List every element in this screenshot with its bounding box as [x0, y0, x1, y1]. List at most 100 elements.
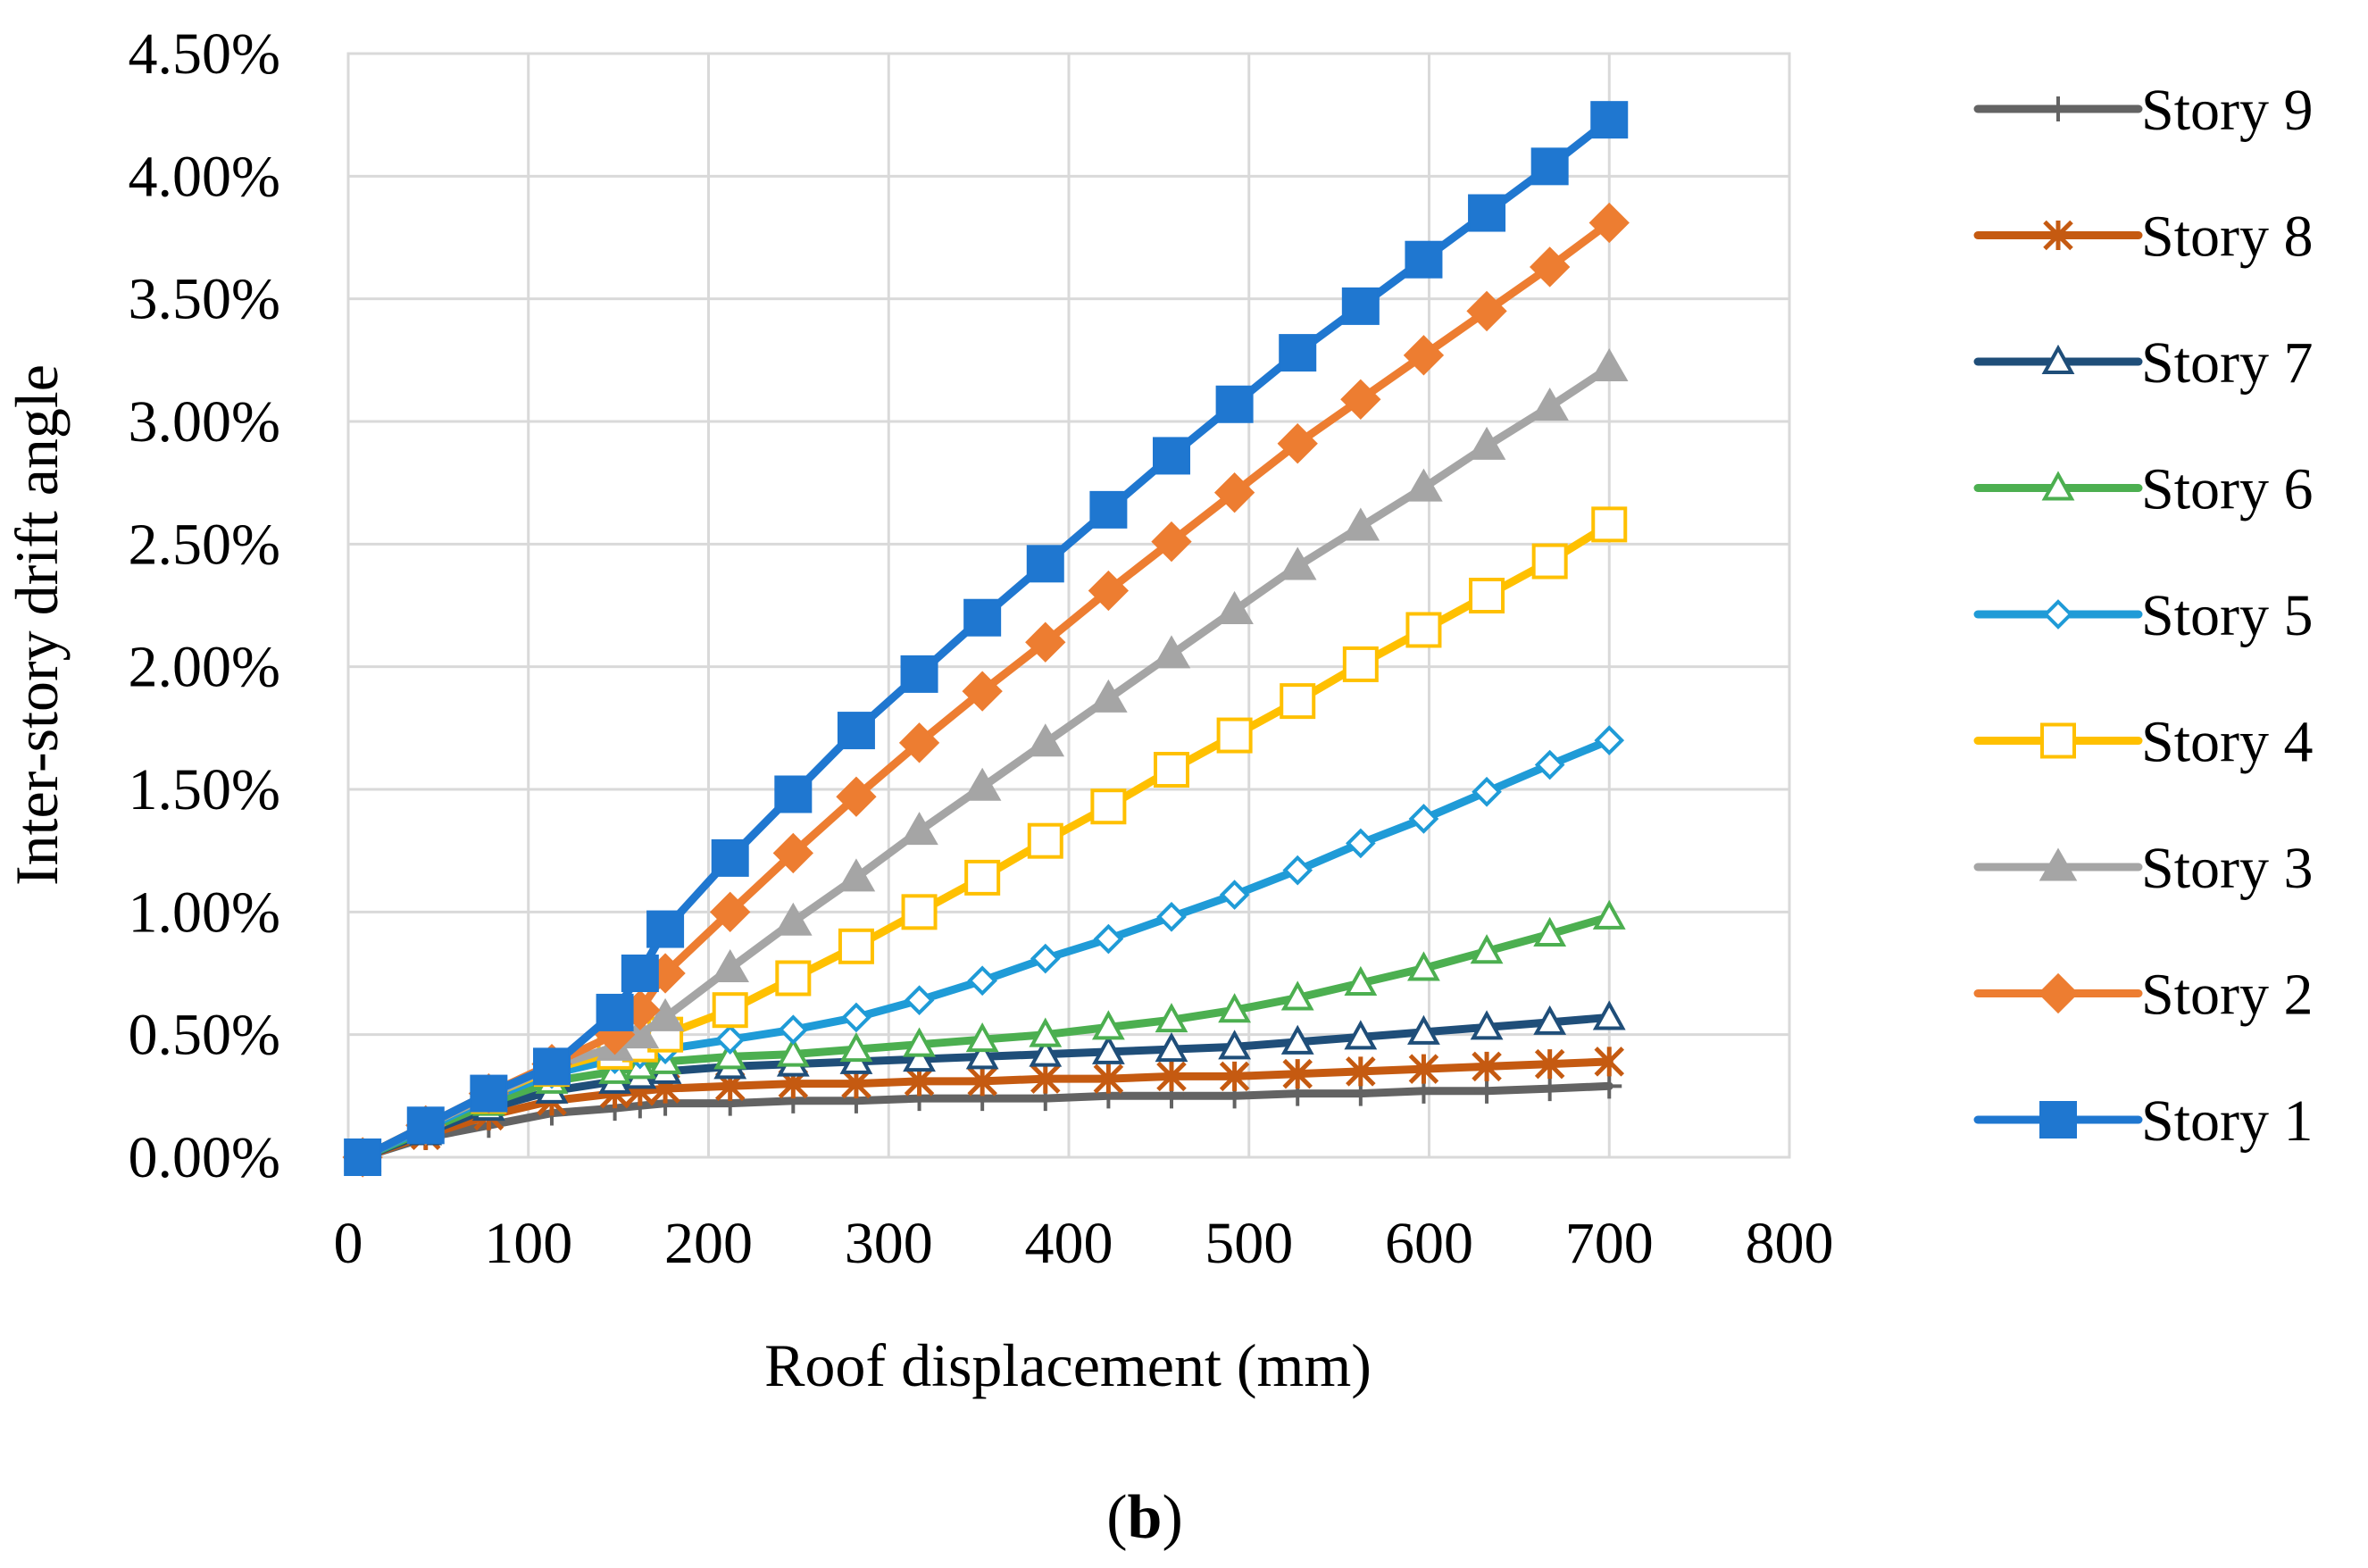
data-point-story-3	[900, 812, 938, 846]
y-tick-label: 3.00%	[129, 389, 280, 455]
series-line-story-2	[358, 219, 1613, 1162]
data-point-story-2	[772, 832, 813, 874]
caption-open-paren: (	[1106, 1483, 1127, 1552]
x-tick-label: 300	[845, 1211, 933, 1276]
caption-close-paren: )	[1162, 1483, 1182, 1552]
y-tick-label: 4.50%	[129, 21, 280, 87]
data-point-story-5	[1534, 749, 1565, 780]
series-story-6	[346, 899, 1626, 1170]
data-point-story-7	[903, 1042, 936, 1072]
data-point-story-3	[1530, 387, 1569, 421]
y-tick-label: 1.50%	[129, 757, 280, 822]
data-point-story-1	[774, 775, 813, 813]
data-point-story-7	[1280, 1024, 1314, 1055]
data-point-story-3	[1152, 635, 1191, 669]
series-story-1	[344, 101, 1629, 1176]
x-tick-label: 0	[334, 1211, 363, 1276]
data-point-story-2	[962, 671, 1003, 712]
data-point-story-9	[1474, 1078, 1500, 1104]
data-point-story-5	[1030, 943, 1061, 974]
data-point-story-4	[1591, 506, 1628, 543]
data-point-story-7	[1218, 1030, 1252, 1060]
data-point-story-4	[964, 859, 1001, 896]
data-point-story-3	[1278, 546, 1317, 580]
legend-label: Story 9	[2141, 78, 2314, 143]
data-point-story-8	[1282, 1058, 1313, 1089]
data-point-story-6	[903, 1027, 936, 1057]
data-point-story-4	[1531, 543, 1568, 580]
data-point-story-6	[1218, 993, 1252, 1023]
y-tick-label: 2.00%	[129, 635, 280, 700]
data-point-story-6	[1533, 916, 1567, 947]
data-point-story-2	[1277, 423, 1318, 464]
data-point-story-3	[1215, 590, 1254, 624]
data-point-story-5	[967, 965, 997, 997]
figure-caption: (b)	[1106, 1483, 1183, 1552]
data-point-story-3	[1341, 507, 1380, 541]
data-point-story-3	[1467, 426, 1506, 460]
legend-label: Story 8	[2141, 204, 2314, 270]
caption-letter: b	[1128, 1483, 1163, 1552]
data-point-story-2	[1403, 335, 1445, 376]
data-point-story-6	[1029, 1017, 1063, 1047]
data-point-story-8	[1472, 1051, 1502, 1082]
data-point-story-5	[1156, 901, 1187, 932]
x-tick-label: 600	[1385, 1211, 1473, 1276]
legend-marker	[2039, 847, 2078, 881]
series-story-4	[345, 506, 1628, 1175]
data-point-story-7	[1344, 1020, 1378, 1050]
data-point-story-1	[1405, 240, 1443, 279]
data-point-story-6	[776, 1037, 810, 1067]
data-point-story-1	[900, 655, 938, 693]
series-line-story-8	[358, 1057, 1613, 1162]
data-point-story-6	[1407, 951, 1440, 981]
data-point-story-8	[1346, 1056, 1376, 1087]
data-point-story-1	[1089, 490, 1128, 529]
legend-entry-story-9: Story 9	[1973, 78, 2314, 143]
data-point-story-2	[1151, 521, 1192, 563]
data-point-story-2	[1530, 246, 1571, 288]
legend-label: Story 6	[2141, 457, 2314, 522]
series-line-story-5	[358, 736, 1613, 1162]
data-point-story-4	[1280, 683, 1316, 720]
x-axis-tick-labels: 0 100 200 300 400 500 600 700 800	[334, 1211, 1834, 1276]
data-point-story-8	[1219, 1061, 1250, 1092]
data-point-story-1	[532, 1047, 571, 1086]
data-point-story-6	[1091, 1010, 1125, 1040]
data-point-story-2	[1025, 621, 1066, 663]
data-point-story-5	[904, 985, 935, 1016]
data-point-story-4	[712, 992, 748, 1029]
legend-entry-story-1: Story 1	[1973, 1088, 2314, 1154]
data-point-story-5	[1408, 804, 1439, 834]
data-point-story-8	[1093, 1063, 1124, 1094]
legend-marker	[2041, 344, 2075, 374]
data-point-story-9	[1537, 1076, 1563, 1102]
data-point-story-4	[1405, 612, 1442, 648]
data-point-story-3	[774, 902, 813, 936]
legend-marker	[2038, 972, 2079, 1014]
legend-marker	[2046, 96, 2071, 121]
legend-label: Story 7	[2141, 330, 2314, 396]
legend-entry-story-7: Story 7	[1973, 330, 2314, 396]
data-point-story-6	[839, 1032, 873, 1063]
data-point-story-1	[596, 993, 634, 1031]
data-point-story-1	[1341, 287, 1380, 325]
data-point-story-1	[1215, 385, 1254, 423]
data-point-story-1	[1026, 545, 1064, 583]
data-point-story-2	[898, 722, 940, 763]
data-point-story-4	[1153, 752, 1189, 788]
data-point-story-8	[1534, 1048, 1565, 1080]
legend-entry-story-2: Story 2	[1973, 963, 2314, 1028]
data-point-story-8	[1594, 1047, 1625, 1077]
x-tick-label: 700	[1565, 1211, 1654, 1276]
legend-label: Story 4	[2141, 710, 2314, 775]
x-tick-label: 100	[484, 1211, 572, 1276]
data-point-story-3	[1589, 348, 1629, 382]
data-point-story-2	[1588, 202, 1630, 244]
data-point-story-5	[841, 1002, 871, 1033]
data-point-story-4	[1216, 717, 1253, 754]
data-point-story-1	[621, 955, 659, 992]
y-tick-label: 0.50%	[129, 1003, 280, 1068]
data-point-story-7	[1592, 1000, 1626, 1030]
data-point-story-1	[406, 1106, 445, 1145]
